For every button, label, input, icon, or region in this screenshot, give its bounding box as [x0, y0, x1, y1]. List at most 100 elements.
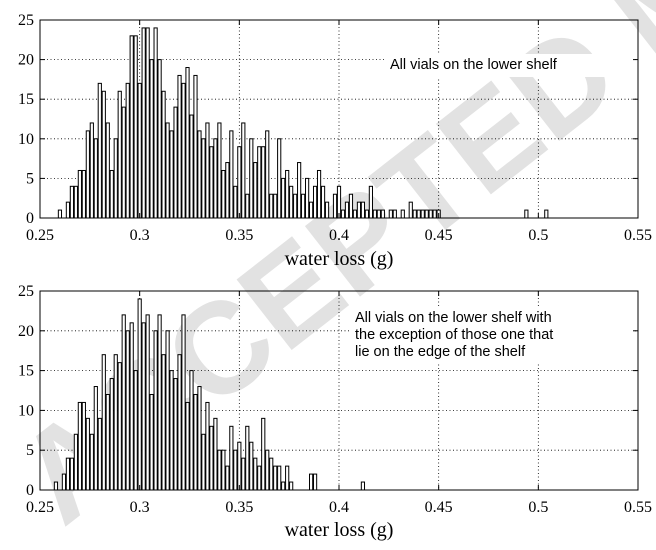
- top-histogram-bar: [257, 146, 262, 219]
- top-histogram-bar: [173, 106, 178, 219]
- top-histogram-bar: [412, 209, 417, 219]
- bottom-histogram-bar: [101, 354, 106, 491]
- top-histogram-bar: [69, 185, 74, 219]
- bottom-histogram-bar: [157, 314, 162, 491]
- bottom-annotation-text: lie on the edge of the shelf: [355, 344, 526, 360]
- bottom-histogram-bar: [245, 425, 250, 491]
- top-histogram-bar: [305, 177, 310, 219]
- bottom-xtick-label: 0.4: [329, 499, 349, 516]
- top-histogram-bar: [217, 122, 222, 219]
- top-histogram-bar: [360, 201, 366, 219]
- top-xtick-label: 0.5: [528, 227, 548, 244]
- top-histogram-bar: [213, 138, 218, 219]
- bottom-histogram-bar: [360, 481, 366, 491]
- top-histogram-bar: [245, 193, 250, 219]
- bottom-ytick-label: 15: [18, 363, 34, 380]
- bottom-histogram-bar: [229, 425, 234, 491]
- top-histogram-bar: [285, 169, 290, 219]
- top-ytick-label: 0: [26, 210, 34, 227]
- top-histogram-bar: [253, 162, 258, 219]
- bottom-histogram-bar: [273, 465, 278, 491]
- top-histogram-bar: [137, 82, 142, 219]
- top-histogram-bar: [408, 201, 413, 219]
- bottom-histogram-bar: [113, 354, 118, 491]
- top-histogram-bar: [133, 35, 138, 219]
- top-histogram-bar: [340, 209, 346, 219]
- top-histogram-bar: [269, 193, 274, 219]
- bottom-histogram-bar: [241, 457, 246, 491]
- bottom-histogram-bar: [277, 465, 282, 491]
- top-xtick-label: 0.4: [329, 227, 349, 244]
- bottom-histogram-bar: [312, 473, 318, 491]
- top-histogram-bar: [113, 138, 118, 219]
- bottom-histogram-bar: [217, 449, 222, 491]
- bottom-histogram-bar: [193, 393, 198, 491]
- top-histogram-bar: [376, 209, 381, 219]
- top-histogram-bar: [225, 162, 230, 219]
- bottom-annotation-text: the exception of those one that: [355, 327, 553, 343]
- bottom-histogram-bar: [289, 481, 294, 491]
- bottom-ytick-label: 5: [26, 442, 34, 459]
- bottom-histogram-bar: [93, 386, 98, 491]
- bottom-histogram-bar: [65, 457, 70, 491]
- bottom-histogram-bar: [69, 457, 74, 491]
- top-histogram-bar: [356, 201, 362, 219]
- bottom-histogram-bar: [53, 481, 59, 491]
- bottom-histogram-bar: [265, 449, 270, 491]
- top-histogram-bar: [205, 122, 210, 219]
- top-histogram-bar: [117, 90, 122, 219]
- bottom-histogram-bar: [161, 354, 166, 491]
- bottom-histogram-bar: [133, 370, 138, 491]
- bottom-xtick-label: 0.3: [130, 499, 150, 516]
- bottom-histogram-bar: [285, 465, 290, 491]
- bottom-ytick-label: 25: [18, 283, 34, 300]
- top-histogram-bar: [432, 209, 437, 219]
- top-histogram-bar: [400, 209, 405, 219]
- top-histogram-bar: [185, 67, 190, 219]
- top-histogram-bar: [420, 209, 425, 219]
- top-histogram-bar: [344, 201, 350, 219]
- bottom-histogram-bar: [169, 370, 174, 491]
- bottom-histogram-bar: [257, 465, 262, 491]
- top-annotation-text: All vials on the lower shelf: [390, 57, 558, 73]
- top-histogram-bar: [97, 82, 102, 219]
- top-histogram-bar: [277, 138, 282, 219]
- top-histogram-bar: [181, 82, 186, 219]
- bottom-histogram-bar: [89, 433, 94, 491]
- bottom-histogram-bar: [73, 433, 78, 491]
- top-histogram: 0.25 0.3 0.35 0.4 0.45 0.5 0.55 0 5 10 15 20 25 wate…: [18, 12, 652, 270]
- top-histogram-bar: [233, 185, 238, 219]
- top-histogram-bar: [201, 138, 206, 219]
- top-ytick-label: 25: [18, 12, 34, 29]
- top-ytick-label: 15: [18, 91, 34, 108]
- top-xtick-label: 0.55: [624, 227, 652, 244]
- top-histogram-bar: [289, 185, 294, 219]
- top-histogram-bar: [197, 130, 202, 219]
- bottom-histogram-bar: [237, 441, 242, 491]
- top-histogram-bar: [89, 122, 94, 219]
- top-histogram-bar: [301, 193, 306, 219]
- bottom-histogram-bar: [153, 330, 158, 491]
- top-histogram-bar: [177, 74, 182, 219]
- bottom-xlabel: water loss (g): [285, 519, 394, 541]
- top-histogram-bar: [316, 169, 322, 219]
- bottom-histogram-bar: [201, 433, 206, 491]
- bottom-ytick-label: 20: [18, 323, 34, 340]
- bottom-histogram-bar: [137, 298, 142, 491]
- bottom-histogram-bar: [117, 362, 122, 491]
- top-histogram-bar: [153, 27, 158, 219]
- bottom-histogram-bar: [145, 314, 150, 491]
- top-histogram-bar: [229, 130, 234, 219]
- top-histogram-bar: [324, 201, 330, 219]
- bottom-histogram-bar: [173, 378, 178, 491]
- top-histogram-bar: [524, 209, 529, 219]
- bottom-histogram-bar: [197, 386, 202, 491]
- top-histogram-bar: [428, 209, 433, 219]
- bottom-histogram-bar: [165, 330, 170, 491]
- bottom-histogram-bar: [261, 417, 266, 491]
- top-ytick-label: 20: [18, 52, 34, 69]
- bottom-annotation-text: All vials on the lower shelf with: [355, 310, 552, 326]
- top-histogram-bar: [193, 74, 198, 219]
- top-histogram-bar: [297, 162, 302, 219]
- top-histogram-bar: [141, 27, 146, 219]
